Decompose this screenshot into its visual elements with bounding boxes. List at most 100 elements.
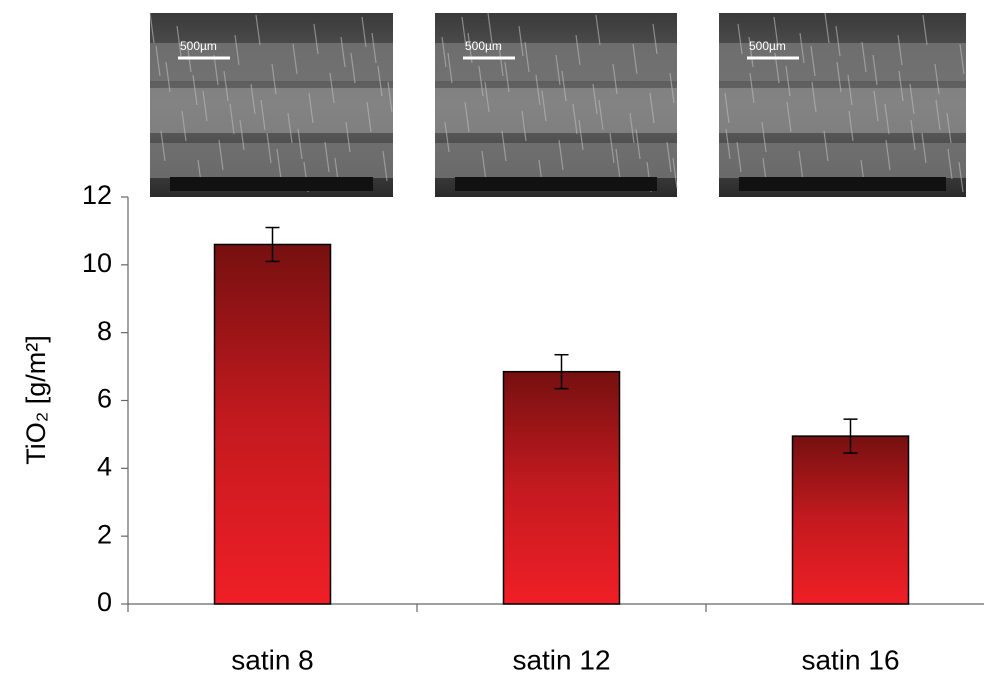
sem-fiber [361, 16, 367, 48]
sem-fiber [652, 23, 658, 55]
sem-fiber [521, 110, 527, 142]
sem-fiber [340, 36, 346, 68]
sem-yarn [150, 143, 393, 178]
sem-fiber [271, 63, 277, 95]
sem-fiber [239, 119, 245, 151]
sem-fiber [501, 130, 507, 162]
sem-fiber [192, 74, 198, 106]
sem-fiber [481, 150, 487, 182]
sem-yarn [435, 143, 677, 178]
sem-fiber [934, 63, 940, 95]
sem-info-bar [170, 177, 373, 191]
sem-fiber [959, 43, 965, 75]
sem-fiber [836, 61, 842, 93]
bar [791, 435, 910, 605]
sem-fiber [810, 45, 816, 77]
sem-fiber [824, 12, 830, 44]
sem-fiber [441, 36, 447, 68]
sem-fiber [609, 132, 615, 164]
sem-fiber [798, 150, 804, 182]
sem-fiber [464, 101, 470, 133]
sem-fiber [350, 52, 356, 84]
x-tick-label: satin 8 [231, 644, 314, 673]
sem-fiber [377, 65, 383, 97]
sem-fiber [612, 63, 618, 95]
x-tick-label: satin 16 [801, 644, 899, 673]
sem-fiber [218, 139, 224, 171]
sem-fiber [572, 103, 578, 135]
sem-yarn [719, 143, 966, 178]
sem-fiber [725, 128, 731, 160]
sem-fiber [329, 72, 335, 104]
sem-fiber [632, 43, 638, 75]
sem-fiber [885, 139, 891, 171]
sem-fiber [345, 121, 351, 153]
y-axis-label: TiO₂ [g/m²] [21, 335, 51, 464]
sem-fiber [266, 132, 272, 164]
sem-fiber [447, 52, 453, 84]
sem-fiber [149, 12, 155, 44]
sem-fiber [635, 128, 641, 160]
sem-fiber [292, 43, 298, 75]
sem-yarn [150, 88, 393, 133]
sem-fiber [598, 99, 604, 131]
sem-fiber [736, 141, 742, 173]
sem-fiber [287, 112, 293, 144]
sem-fiber [297, 128, 303, 160]
sem-fiber [487, 12, 493, 44]
sem-fiber [946, 112, 952, 144]
y-tick-label: 6 [97, 384, 112, 414]
sem-fiber [748, 36, 754, 68]
sem-fiber [535, 74, 541, 106]
sem-fiber [884, 103, 890, 135]
sem-fiber [724, 92, 730, 124]
sem-fiber [786, 101, 792, 133]
sem-fiber [308, 92, 314, 124]
sem-fiber [518, 25, 524, 57]
sem-yarn [435, 43, 677, 81]
y-tick-label: 0 [97, 587, 112, 617]
sem-fiber [761, 121, 767, 153]
sem-fiber [558, 139, 564, 171]
sem-fiber [366, 101, 372, 133]
error-bar [554, 353, 569, 390]
sem-fiber [276, 148, 282, 180]
sem-fiber [578, 119, 584, 151]
sem-fiber [595, 14, 601, 46]
sem-fiber [176, 25, 182, 57]
sem-fiber [649, 92, 655, 124]
y-tick-label: 4 [97, 451, 112, 481]
sem-yarn [719, 43, 966, 81]
sem-fiber [910, 119, 916, 151]
y-tick-label: 2 [97, 519, 112, 549]
sem-fiber [799, 32, 805, 64]
sem-fiber [165, 61, 171, 93]
sem-fiber [561, 70, 567, 102]
sem-fiber [575, 34, 581, 66]
y-tick-label: 10 [82, 248, 112, 278]
sem-fiber [461, 16, 467, 48]
y-tick-label: 8 [97, 316, 112, 346]
sem-fiber [835, 25, 841, 57]
sem-fiber [324, 141, 330, 173]
error-bar [843, 418, 858, 454]
sem-fiber [498, 45, 504, 77]
sem-info-bar [739, 177, 946, 191]
sem-fiber [773, 16, 779, 48]
sem-fiber [260, 99, 266, 131]
sem-fiber [861, 41, 867, 73]
sem-fiber [898, 70, 904, 102]
sem-fiber [847, 74, 853, 106]
sem-fiber [202, 90, 208, 122]
sem-fiber [921, 132, 927, 164]
sem-fiber [823, 130, 829, 162]
sem-fiber [947, 148, 953, 180]
sem-fiber [181, 110, 187, 142]
sem-fiber [872, 54, 878, 86]
sem-fiber [555, 54, 561, 86]
sem-fiber [848, 110, 854, 142]
sem-fiber [922, 14, 928, 46]
sem-fiber [873, 90, 879, 122]
sem-yarn [719, 88, 966, 133]
